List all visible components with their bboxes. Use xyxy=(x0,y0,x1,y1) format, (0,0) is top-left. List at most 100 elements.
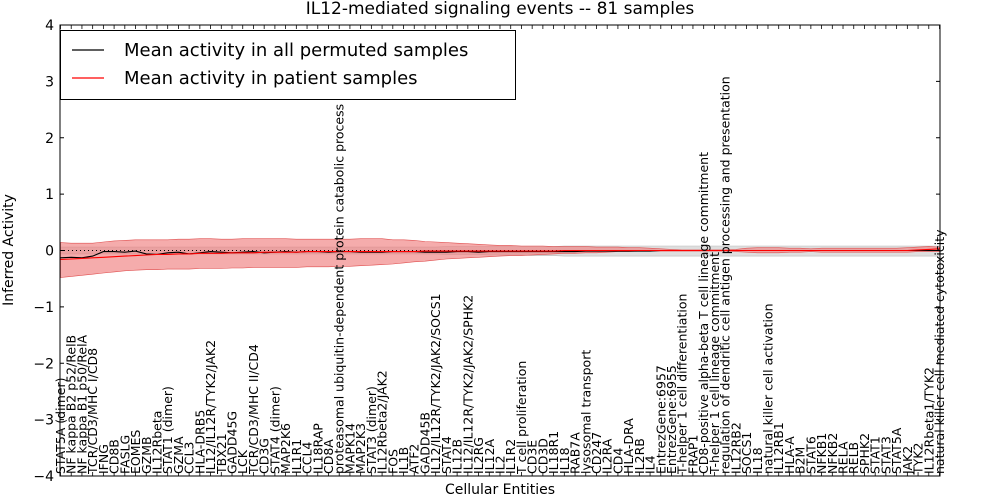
x-tick-label: CD3D xyxy=(535,438,550,474)
y-tick-label: −4 xyxy=(33,469,54,485)
x-tick-label: STAT1 (dimer) xyxy=(160,386,175,474)
y-tick-label: 4 xyxy=(45,18,54,34)
series-lines xyxy=(60,248,940,261)
x-tick-label: NFKB2 xyxy=(825,433,840,474)
x-tick-label: B2M xyxy=(793,447,808,474)
x-tick-label: JAK2 xyxy=(900,446,915,475)
x-tick-label: IL2RA xyxy=(600,438,615,474)
x-tick-label: STAT3 xyxy=(878,436,893,474)
confidence-bands xyxy=(60,238,940,278)
x-tick-label: CD247 xyxy=(589,432,604,474)
x-tick-label: NF kappa B1 p50/RelA xyxy=(74,334,89,474)
x-tick-label: EntrezGene:6957 xyxy=(653,365,668,474)
x-tick-label: CD8B xyxy=(107,439,122,474)
x-tick-label: IL12Rbeta2/JAK2 xyxy=(375,370,390,474)
x-tick-label: CD8A xyxy=(321,439,336,474)
x-tick-label: CD3G xyxy=(257,438,272,474)
legend-box xyxy=(60,30,516,100)
x-tick-label: RELA xyxy=(836,441,851,474)
legend: Mean activity in all permuted samples Mea… xyxy=(60,30,516,100)
x-tick-label: CD4 xyxy=(610,448,625,474)
chart-title: IL12-mediated signaling events -- 81 sam… xyxy=(306,0,695,19)
x-tick-label: TCR/CD3/MHC II/CD4 xyxy=(246,344,261,475)
x-tick-label: TYK2 xyxy=(911,443,926,475)
x-tick-label: LCK xyxy=(235,449,250,474)
x-tick-label: MAP2K6 xyxy=(278,423,293,474)
x-tick-label: FASLG xyxy=(117,435,132,474)
x-tick-label: IL2RB xyxy=(632,438,647,474)
x-tick-label: IL4 xyxy=(643,455,658,474)
x-tick-label: IL18 xyxy=(750,447,765,474)
x-tick-label: TBX21 xyxy=(214,433,229,475)
y-axis: −4 −3 −2 −1 0 1 2 3 4 xyxy=(33,18,940,485)
x-tick-label: GZMA xyxy=(171,436,186,474)
x-tick-label: T cell proliferation xyxy=(514,361,529,475)
x-tick-label: lysosomal transport xyxy=(578,350,593,474)
x-tick-label: STAT6 xyxy=(803,436,818,474)
x-tick-label: IL18 xyxy=(557,447,572,474)
x-tick-label: HLA-DRA xyxy=(621,418,636,474)
y-tick-label: −2 xyxy=(33,356,54,372)
x-tick-label: EOMES xyxy=(128,430,143,474)
x-tick-label: TCR/CD3/MHC I/CD8 xyxy=(85,348,100,475)
x-tick-label: FOS xyxy=(385,449,400,474)
x-tick-label: CD3E xyxy=(525,440,540,474)
x-tick-label: CCL4 xyxy=(300,442,315,474)
x-tick-label: T-helper 1 cell lineage commitment xyxy=(707,252,722,475)
x-tick-label: IL12RB2 xyxy=(728,422,743,474)
x-tick-label: MAP2K3 xyxy=(353,423,368,474)
x-tick-label: IL1R2 xyxy=(503,439,518,474)
x-tick-label: IL12/IL12R/TYK2/JAK2/SPHK2 xyxy=(460,295,475,474)
x-tick-label: IL1R1 xyxy=(289,439,304,474)
x-tick-label: RELB xyxy=(846,442,861,474)
x-tick-label: GZMB xyxy=(139,436,154,474)
x-tick-label: STAT1 xyxy=(868,436,883,474)
x-tick-label: STAT3 (dimer) xyxy=(364,386,379,474)
x-tick-label: HLA-DRB5 xyxy=(192,410,207,474)
x-tick-label: NF kappa B2 p52/RelB xyxy=(64,335,79,474)
x-tick-label: MAPK14 xyxy=(342,423,357,474)
y-tick-label: 3 xyxy=(45,74,54,90)
x-tick-label: IL2RG xyxy=(471,437,486,474)
x-tick-label: SOCS1 xyxy=(739,432,754,474)
x-tick-label: SPHK2 xyxy=(857,433,872,474)
y-tick-label: −1 xyxy=(33,300,54,316)
x-tick-label: NFKB1 xyxy=(814,433,829,474)
x-tick-label: IL2 xyxy=(493,455,508,474)
y-tick-label: 1 xyxy=(45,187,54,203)
x-tick-label: CCL3 xyxy=(182,442,197,474)
x-tick-label: GADD45G xyxy=(225,411,240,474)
x-tick-label: RAB7A xyxy=(568,432,583,474)
x-tick-label: IL18R1 xyxy=(546,431,561,474)
y-tick-label: 2 xyxy=(45,131,54,147)
x-tick-label: HLA-A xyxy=(782,436,797,474)
x-tick-label: ATF2 xyxy=(407,444,422,474)
x-tick-label: IL12A xyxy=(482,438,497,474)
x-tick-label: IL18RAP xyxy=(310,423,325,474)
x-tick-label: IL1B xyxy=(396,447,411,474)
patient-samples-band xyxy=(60,238,940,278)
legend-label: Mean activity in patient samples xyxy=(124,68,418,89)
plot-frame xyxy=(59,24,941,477)
x-tick-label: FRAP1 xyxy=(686,435,701,474)
y-tick-label: 0 xyxy=(45,244,54,260)
x-tick-label: IL12/IL12R/TYK2/JAK2/SOCS1 xyxy=(428,293,443,474)
x-tick-label: IL12Rbeta xyxy=(150,411,165,474)
legend-label: Mean activity in all permuted samples xyxy=(124,40,468,61)
x-tick-label: STAT5A xyxy=(889,427,904,474)
x-tick-label: IFNG xyxy=(96,444,111,474)
x-tick-label: GADD45B xyxy=(418,412,433,474)
x-tick-label: regulation of dendritic cell antigen pro… xyxy=(718,76,733,474)
x-tick-label: CD8-positive alpha-beta T cell lineage c… xyxy=(696,152,711,474)
x-tick-label: natural killer cell activation xyxy=(761,303,776,474)
y-axis-label: Inferred Activity xyxy=(1,194,17,306)
x-tick-label: EntrezGene:6955 xyxy=(664,365,679,474)
x-tick-label: proteasomal ubiquitin-dependent protein … xyxy=(332,104,347,474)
x-tick-label: T-helper 1 cell differentiation xyxy=(675,294,690,475)
patient-mean-line xyxy=(60,248,940,261)
x-tick-label: IL12Rbeta1/TYK2 xyxy=(921,367,936,474)
x-tick-label: IL12B xyxy=(450,439,465,474)
y-tick-label: −3 xyxy=(33,413,54,429)
